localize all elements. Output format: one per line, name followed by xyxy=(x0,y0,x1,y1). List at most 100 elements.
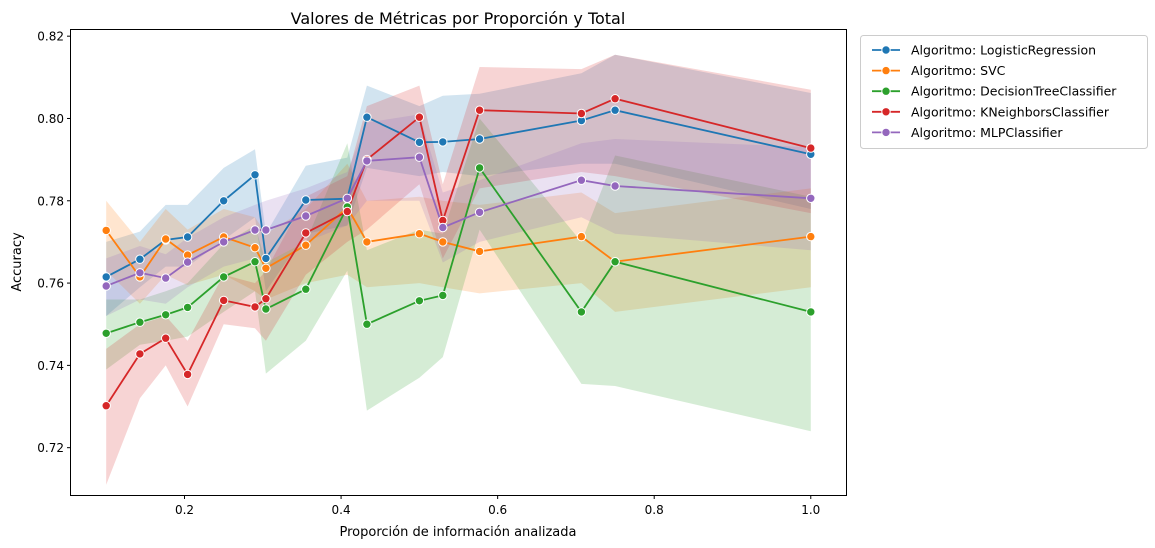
point-logisticregression xyxy=(261,253,271,264)
point-kneighborsclassifier xyxy=(342,206,352,217)
point-logisticregression xyxy=(474,134,485,144)
point-decisiontreeclassifier xyxy=(576,307,587,317)
x-axis: 0.2 0.4 0.6 0.8 1.0 xyxy=(175,495,820,517)
confidence-bands xyxy=(106,54,811,485)
y-axis: 0.72 0.74 0.76 0.78 0.80 0.82 xyxy=(37,30,71,455)
point-svc xyxy=(362,237,372,247)
y-tick-label: 0.78 xyxy=(37,194,64,208)
point-decisiontreeclassifier xyxy=(182,302,193,313)
legend-swatch-marker xyxy=(881,45,891,55)
point-mlpclassifier xyxy=(806,193,816,204)
point-kneighborsclassifier xyxy=(250,302,260,312)
point-svc xyxy=(101,225,111,236)
legend-swatch-marker xyxy=(881,65,891,76)
point-kneighborsclassifier xyxy=(301,228,311,238)
y-tick-label: 0.72 xyxy=(37,441,64,455)
point-mlpclassifier xyxy=(161,273,171,283)
point-svc xyxy=(474,246,485,257)
point-mlpclassifier xyxy=(576,175,587,185)
series-lines xyxy=(105,97,812,407)
line-decisiontreeclassifier xyxy=(105,165,812,335)
point-kneighborsclassifier xyxy=(101,401,111,411)
point-mlpclassifier xyxy=(474,207,485,218)
point-mlpclassifier xyxy=(101,281,111,291)
y-axis-label: Accuracy xyxy=(10,232,25,292)
line-mlpclassifier xyxy=(105,156,811,287)
point-svc xyxy=(301,240,311,250)
point-decisiontreeclassifier xyxy=(438,290,448,301)
point-decisiontreeclassifier xyxy=(161,310,171,320)
y-tick-label: 0.74 xyxy=(37,359,64,373)
x-tick-label: 0.2 xyxy=(175,503,194,517)
point-decisiontreeclassifier xyxy=(219,272,229,282)
point-mlpclassifier xyxy=(182,257,193,267)
legend-frame xyxy=(860,35,1148,149)
legend-swatch-marker xyxy=(881,127,891,138)
point-logisticregression xyxy=(135,254,145,264)
x-axis-label: Proporción de información analizada xyxy=(340,525,577,540)
point-mlpclassifier xyxy=(342,193,352,204)
line-logisticregression xyxy=(105,109,811,278)
point-logisticregression xyxy=(301,195,311,205)
line-kneighborsclassifier xyxy=(105,97,812,407)
point-mlpclassifier xyxy=(301,211,311,221)
point-kneighborsclassifier xyxy=(135,349,145,359)
point-decisiontreeclassifier xyxy=(362,319,372,329)
point-decisiontreeclassifier xyxy=(135,317,145,327)
point-decisiontreeclassifier xyxy=(474,163,485,173)
point-logisticregression xyxy=(610,105,620,115)
point-decisiontreeclassifier xyxy=(301,284,311,294)
point-kneighborsclassifier xyxy=(161,333,171,343)
point-decisiontreeclassifier xyxy=(261,304,271,314)
point-kneighborsclassifier xyxy=(474,105,485,115)
point-kneighborsclassifier xyxy=(806,143,816,153)
band-mlpclassifier xyxy=(106,114,811,317)
band-kneighborsclassifier xyxy=(106,54,811,485)
point-mlpclassifier xyxy=(250,225,260,235)
legend-entry: Algoritmo: KNeighborsClassifier xyxy=(911,104,1110,119)
point-logisticregression xyxy=(219,196,229,206)
point-svc xyxy=(261,263,271,273)
plot-frame xyxy=(70,29,847,496)
legend-swatch-marker xyxy=(881,86,891,96)
point-mlpclassifier xyxy=(362,156,372,166)
point-kneighborsclassifier xyxy=(610,94,620,104)
legend: Algoritmo: LogisticRegression Algoritmo: … xyxy=(860,35,1148,149)
point-svc xyxy=(161,234,171,244)
point-logisticregression xyxy=(101,272,111,282)
legend-entry: Algoritmo: DecisionTreeClassifier xyxy=(911,84,1117,99)
point-decisiontreeclassifier xyxy=(414,296,425,306)
point-mlpclassifier xyxy=(261,225,271,235)
point-mlpclassifier xyxy=(414,152,425,162)
point-svc xyxy=(576,231,587,242)
point-kneighborsclassifier xyxy=(182,369,193,380)
legend-swatch-marker xyxy=(881,107,891,117)
series-markers xyxy=(101,94,816,411)
point-logisticregression xyxy=(438,137,448,147)
point-logisticregression xyxy=(250,170,260,180)
line-svc xyxy=(105,205,811,279)
point-mlpclassifier xyxy=(135,268,145,278)
point-mlpclassifier xyxy=(610,181,620,191)
point-logisticregression xyxy=(362,112,372,122)
y-tick-label: 0.76 xyxy=(37,277,64,291)
point-decisiontreeclassifier xyxy=(610,257,620,267)
legend-entry: Algoritmo: MLPClassifier xyxy=(911,125,1063,140)
point-svc xyxy=(806,231,816,242)
point-kneighborsclassifier xyxy=(576,108,587,119)
x-tick-label: 0.4 xyxy=(332,503,351,517)
y-tick-label: 0.82 xyxy=(37,30,64,44)
point-logisticregression xyxy=(182,232,193,242)
legend-entry: Algoritmo: LogisticRegression xyxy=(911,43,1096,58)
x-tick-label: 0.8 xyxy=(645,503,664,517)
chart-title: Valores de Métricas por Proporción y Tot… xyxy=(291,9,626,28)
point-kneighborsclassifier xyxy=(219,295,229,306)
point-mlpclassifier xyxy=(219,237,229,247)
y-tick-label: 0.80 xyxy=(37,112,64,126)
point-mlpclassifier xyxy=(438,222,448,233)
point-svc xyxy=(414,229,425,239)
point-decisiontreeclassifier xyxy=(806,307,816,317)
band-logisticregression xyxy=(106,54,811,316)
point-decisiontreeclassifier xyxy=(101,328,111,338)
